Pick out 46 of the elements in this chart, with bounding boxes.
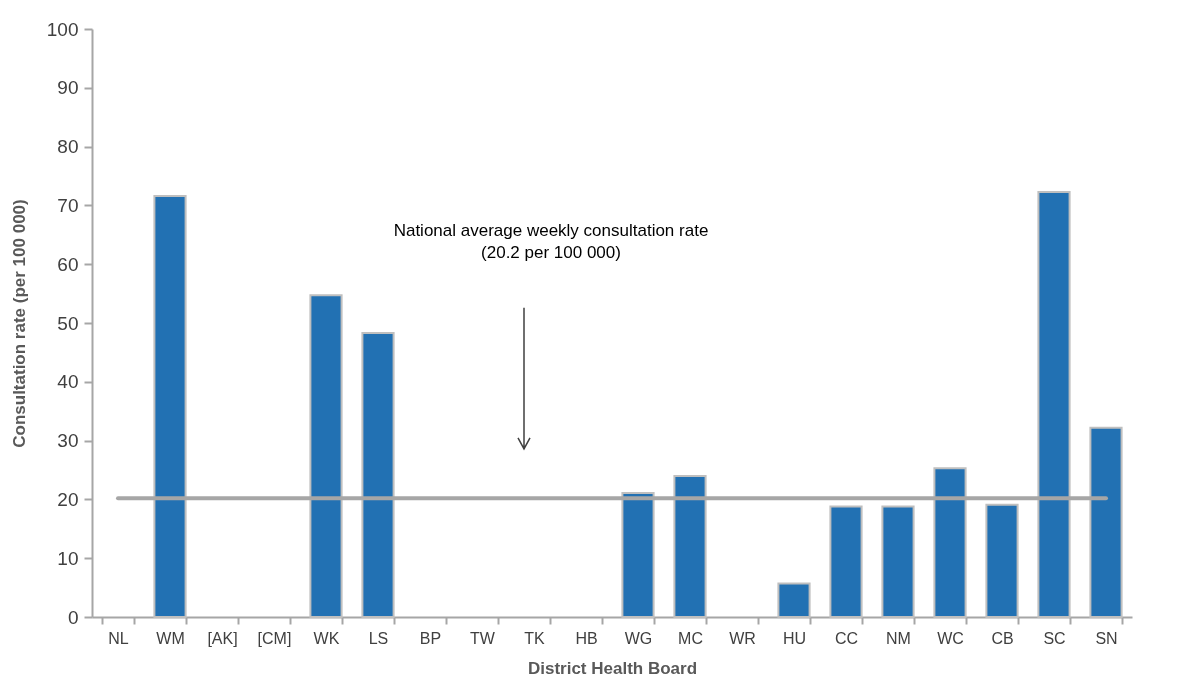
- x-tick-label: WG: [624, 629, 653, 647]
- x-tick-label: HU: [782, 629, 807, 647]
- bar: [985, 503, 1019, 618]
- x-tick-label: WC: [937, 629, 964, 647]
- y-tick-label: 100: [46, 18, 79, 40]
- y-tick-label: 90: [57, 77, 79, 99]
- x-tick-label: SN: [1095, 629, 1118, 647]
- bar: [673, 474, 707, 618]
- x-tick-label: TW: [470, 629, 496, 647]
- x-tick-label: [AK]: [207, 629, 238, 647]
- bar: [153, 194, 187, 618]
- x-tick-label: WM: [156, 629, 185, 647]
- y-tick-label: 70: [57, 194, 79, 216]
- bar: [933, 467, 967, 618]
- x-tick-label: [CM]: [257, 629, 292, 647]
- y-tick-label: 30: [57, 430, 79, 452]
- x-tick-label: HB: [575, 629, 598, 647]
- bar: [361, 332, 395, 618]
- y-tick-label: 0: [67, 606, 79, 628]
- x-tick-label: TK: [524, 629, 546, 647]
- x-tick-label: SC: [1043, 629, 1066, 647]
- y-tick-label: 40: [57, 371, 79, 393]
- x-tick-label: CC: [834, 629, 859, 647]
- bar: [777, 582, 811, 618]
- x-tick-label: NL: [108, 629, 129, 647]
- annotation: National average weekly consultation rate (20.2 per 100 000): [393, 220, 709, 262]
- y-axis-title: Consultation rate (per 100 000): [9, 199, 29, 448]
- x-tick-label: BP: [419, 629, 442, 647]
- bar: [309, 294, 343, 618]
- y-tick-label: 80: [57, 136, 79, 158]
- bar: [1089, 426, 1123, 618]
- bar: [1037, 190, 1071, 618]
- x-tick-label: MC: [678, 629, 703, 647]
- y-tick-label: 10: [57, 547, 79, 569]
- x-tick-label: CB: [991, 629, 1014, 647]
- bar: [829, 505, 863, 618]
- bar: [881, 505, 915, 618]
- y-tick-label: 20: [57, 488, 79, 510]
- y-tick-label: 50: [57, 312, 79, 334]
- x-tick-label: LS: [368, 629, 389, 647]
- bar: [621, 491, 655, 618]
- x-tick-label: NM: [886, 629, 911, 647]
- y-tick-label: 60: [57, 253, 79, 275]
- x-tick-label: WR: [729, 629, 756, 647]
- x-tick-label: WK: [313, 629, 340, 647]
- x-axis-title: District Health Board: [527, 658, 698, 678]
